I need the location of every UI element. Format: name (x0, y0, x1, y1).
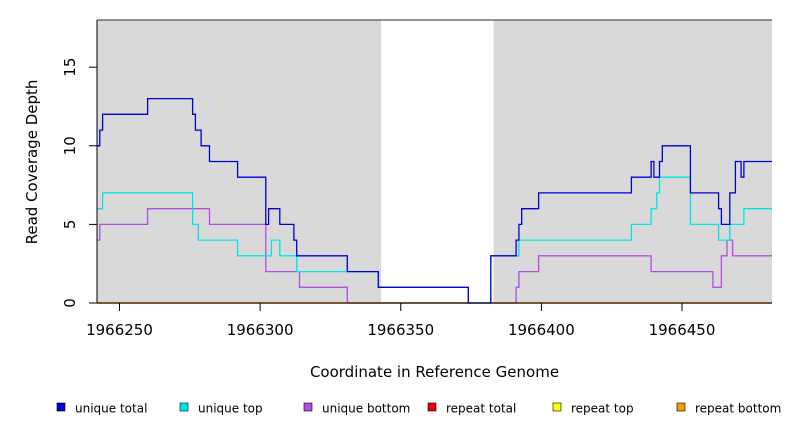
legend-swatch-repeat-top (552, 402, 562, 412)
x-tick-label: 1966300 (227, 321, 294, 339)
y-axis-label: Read Coverage Depth (23, 80, 41, 245)
legend-swatch-unique-top (179, 402, 189, 412)
x-tick-label: 1966250 (86, 321, 153, 339)
legend-swatch-unique-bottom (303, 402, 313, 412)
legend-swatch-repeat-bottom (676, 402, 686, 412)
legend-label-unique-top: unique top (198, 402, 263, 416)
y-tick-label: 5 (61, 220, 79, 230)
legend-label-repeat-bottom: repeat bottom (695, 402, 781, 416)
legend-label-unique-bottom: unique bottom (322, 402, 410, 416)
legend: unique total unique top unique bottom repea… (56, 402, 781, 416)
shaded-region-2 (493, 20, 772, 303)
x-tick-label: 1966450 (649, 321, 716, 339)
legend-swatch-unique-total (56, 402, 66, 412)
y-tick-label: 10 (61, 136, 79, 155)
legend-label-unique-total: unique total (75, 402, 147, 416)
legend-label-repeat-top: repeat top (571, 402, 634, 416)
x-axis-label: Coordinate in Reference Genome (310, 363, 559, 381)
series-line-unique-bottom (97, 208, 772, 304)
y-axis-ticks: 0 5 10 15 (61, 58, 97, 308)
y-tick-label: 15 (61, 58, 79, 77)
shaded-region-1 (97, 20, 382, 303)
y-tick-label: 0 (61, 298, 79, 308)
legend-label-repeat-total: repeat total (446, 402, 516, 416)
x-tick-label: 1966400 (508, 321, 575, 339)
x-axis-ticks: 1966250 1966300 1966350 1966400 1966450 (86, 303, 715, 339)
series-line-unique-total (97, 97, 772, 304)
x-tick-label: 1966350 (367, 321, 434, 339)
legend-swatch-repeat-total (427, 402, 437, 412)
